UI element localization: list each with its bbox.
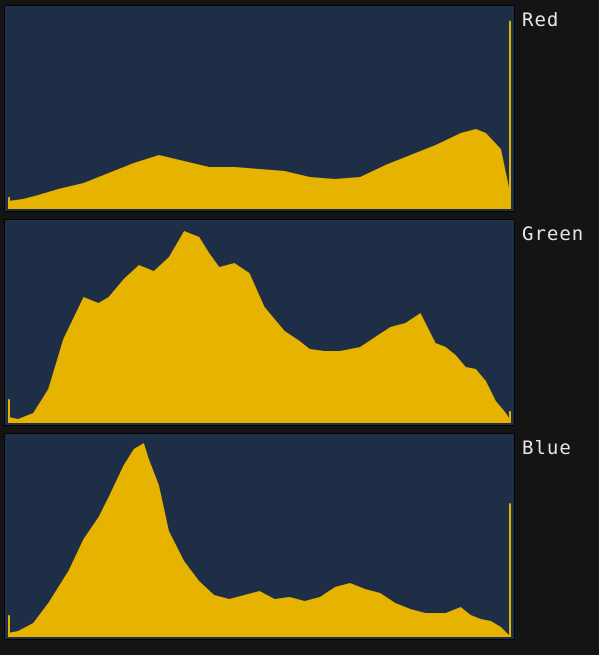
- red-series-label: Red: [522, 9, 560, 31]
- green-histogram: [4, 219, 515, 426]
- blue-series-label: Blue: [522, 437, 572, 459]
- green-series-label: Green: [522, 223, 585, 245]
- blue-series-area: [7, 443, 512, 638]
- red-histogram: [4, 5, 515, 212]
- green-histogram-plot: [5, 220, 514, 425]
- blue-histogram-plot: [5, 434, 514, 639]
- red-series-area: [7, 129, 512, 210]
- green-series-area: [7, 230, 512, 424]
- blue-histogram: [4, 433, 515, 640]
- red-histogram-plot: [5, 6, 514, 211]
